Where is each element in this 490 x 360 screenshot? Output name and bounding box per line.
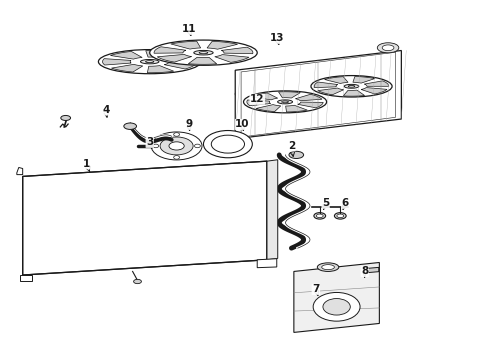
Ellipse shape [289,151,304,158]
Text: 8: 8 [361,266,368,277]
Ellipse shape [322,265,334,270]
Polygon shape [147,66,174,73]
Polygon shape [256,104,281,112]
Polygon shape [324,77,348,84]
Polygon shape [295,94,322,101]
Ellipse shape [151,132,202,160]
Ellipse shape [134,279,142,284]
Ellipse shape [278,100,293,104]
Ellipse shape [323,298,350,315]
Ellipse shape [173,133,179,136]
Ellipse shape [203,131,252,158]
Ellipse shape [146,61,154,63]
Ellipse shape [194,50,213,55]
Ellipse shape [317,214,323,218]
Text: 12: 12 [250,94,265,105]
Ellipse shape [282,101,289,103]
Ellipse shape [199,52,208,54]
Text: 1: 1 [83,159,90,172]
Polygon shape [294,262,379,332]
Polygon shape [314,82,338,87]
Polygon shape [164,54,196,61]
Ellipse shape [377,43,399,53]
Ellipse shape [195,144,200,148]
Polygon shape [221,47,253,54]
Ellipse shape [241,90,259,98]
Ellipse shape [318,263,339,271]
Text: 5: 5 [322,198,329,210]
Polygon shape [188,57,217,64]
Polygon shape [361,87,387,94]
Ellipse shape [211,135,245,153]
Polygon shape [257,259,277,268]
Ellipse shape [160,137,193,155]
Text: 3: 3 [146,138,153,149]
Ellipse shape [348,85,355,87]
Polygon shape [267,160,278,260]
Polygon shape [235,50,401,139]
Polygon shape [17,167,23,175]
Polygon shape [207,41,238,49]
Polygon shape [20,275,32,282]
Polygon shape [154,47,186,53]
Polygon shape [164,62,196,69]
Polygon shape [278,92,300,98]
Ellipse shape [314,213,326,219]
Ellipse shape [334,213,346,219]
Polygon shape [365,81,389,86]
Ellipse shape [98,50,201,74]
Polygon shape [157,54,192,62]
Polygon shape [110,51,142,59]
Polygon shape [318,88,343,95]
Ellipse shape [169,142,184,150]
Text: 11: 11 [182,24,196,36]
Text: 6: 6 [342,198,349,210]
Polygon shape [247,100,270,106]
Ellipse shape [61,116,71,121]
Ellipse shape [337,214,343,218]
Text: 13: 13 [270,33,284,45]
Polygon shape [23,161,267,275]
Text: 7: 7 [312,284,319,296]
Ellipse shape [313,292,360,321]
Ellipse shape [124,123,137,130]
Polygon shape [353,76,375,83]
Polygon shape [251,93,278,100]
Text: 2: 2 [288,141,295,157]
Ellipse shape [311,76,392,97]
Ellipse shape [344,84,359,88]
Polygon shape [298,102,323,108]
Ellipse shape [150,40,257,65]
Text: 9: 9 [185,120,193,131]
Text: 4: 4 [102,105,109,117]
Polygon shape [367,267,379,273]
Polygon shape [171,41,201,49]
Polygon shape [146,50,172,58]
Ellipse shape [141,59,159,64]
Ellipse shape [173,156,179,159]
Polygon shape [343,90,365,96]
Polygon shape [111,64,143,72]
Ellipse shape [382,45,394,51]
Text: 10: 10 [235,120,250,131]
Ellipse shape [244,91,327,113]
Polygon shape [102,59,131,65]
Polygon shape [215,55,249,62]
Polygon shape [286,105,307,112]
Ellipse shape [153,144,159,148]
Ellipse shape [235,87,265,100]
